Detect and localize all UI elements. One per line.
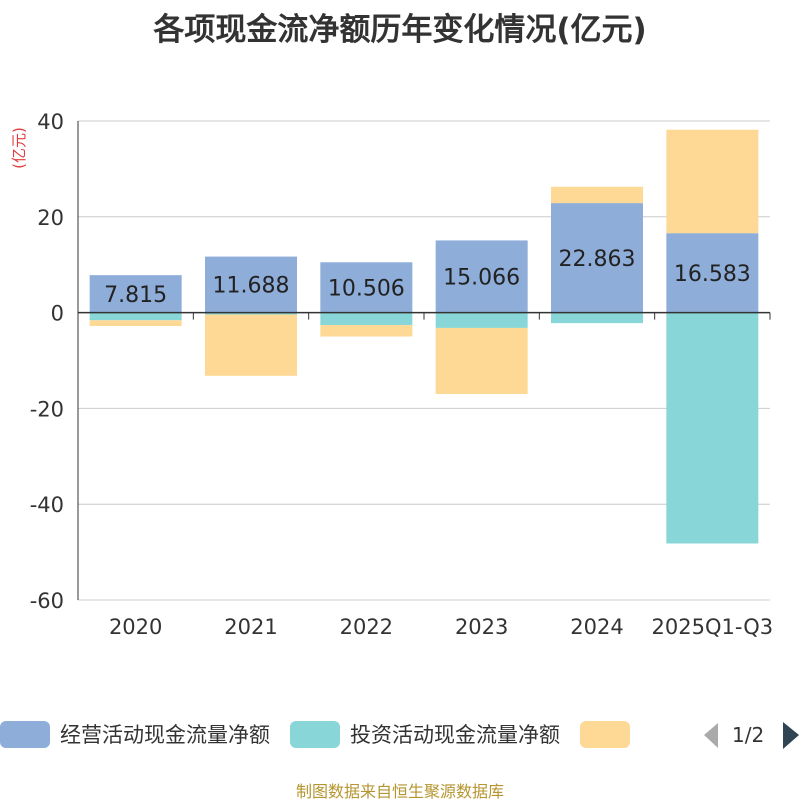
legend-swatch [580,721,630,748]
y-tick-label: 40 [37,110,64,134]
y-tick-label: -60 [30,589,64,613]
data-labels: 7.815 11.688 10.506 15.066 22.863 16.583 [104,247,751,308]
x-tick-label: 2023 [455,615,508,639]
financing-bar [666,129,759,234]
investing-bar [89,312,182,321]
y-tick-label: 0 [51,302,64,326]
next-page-icon[interactable] [783,722,799,749]
financing-bar [205,314,297,376]
financing-bar [551,186,643,204]
axes: -60 -40 -20 0 20 40 (亿元) 2020 2021 2022 2023 2024 20… [10,110,773,639]
legend-swatch [0,721,50,748]
gridlines [78,120,770,601]
investing-bar [320,312,413,326]
financing-bar [320,325,413,337]
x-tick-label: 2024 [570,615,623,639]
source-note: 制图数据来自恒生聚源数据库 [295,782,504,801]
legend: 经营活动现金流量净额 投资活动现金流量净额 1/2 [0,721,799,749]
x-tick-label: 2021 [224,615,277,639]
operating-bar [666,233,759,313]
legend-swatch [290,721,340,748]
investing-bar [435,312,528,328]
y-axis-unit-label: (亿元) [10,127,28,169]
operating-bar [551,203,643,313]
data-label: 11.688 [213,274,290,299]
x-tick-label: 2022 [340,615,393,639]
chart-title: 各项现金流净额历年变化情况(亿元) [153,12,647,48]
operating-bar [205,256,297,313]
y-tick-label: -40 [30,493,64,517]
data-label: 22.863 [559,247,636,272]
x-tick-label: 2025Q1-Q3 [652,615,774,639]
data-label: 16.583 [674,262,751,287]
investing-bar [666,312,759,544]
legend-page-indicator: 1/2 [732,723,764,747]
financing-bar [435,327,528,395]
investing-bar [551,312,643,324]
data-label: 15.066 [443,266,520,291]
x-tick-label: 2020 [109,615,162,639]
operating-bar [435,240,528,313]
y-tick-label: 20 [37,206,64,230]
data-label: 7.815 [104,283,167,308]
financing-bar [89,320,182,327]
prev-page-icon[interactable] [704,723,718,748]
legend-label: 投资活动现金流量净额 [350,723,560,747]
bars [89,129,759,544]
investing-bar [205,312,297,315]
y-tick-label: -20 [30,397,64,421]
operating-bar [89,275,182,313]
data-label: 10.506 [328,276,405,301]
operating-bar [320,262,413,313]
legend-label: 经营活动现金流量净额 [60,723,270,747]
